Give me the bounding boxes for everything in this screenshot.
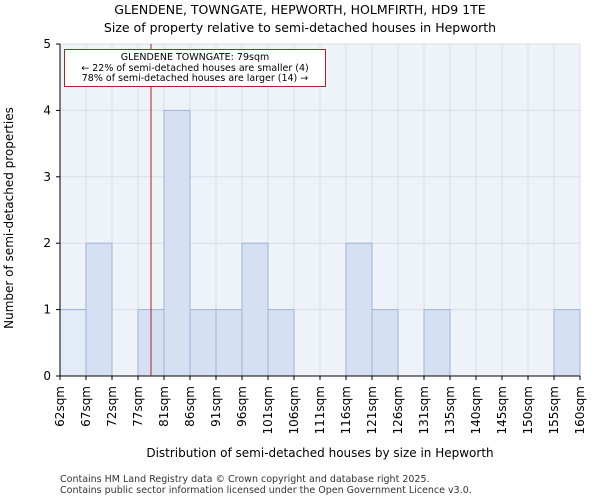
footer-licence: Contains public sector information licen… [60,485,472,496]
x-tick-label-121sqm: 121sqm [365,386,379,434]
bar-121sqm [371,309,399,377]
bar-86sqm [189,309,217,377]
y-tick-label-0: 0 [43,369,51,383]
x-tick-label-140sqm: 140sqm [469,386,483,434]
x-tick-label-116sqm: 116sqm [339,386,353,434]
y-tick-label-1: 1 [43,303,51,317]
annotation-box: GLENDENE TOWNGATE: 79sqm ← 22% of semi-d… [64,49,326,87]
axes [56,43,581,380]
x-tick-label-131sqm: 131sqm [417,386,431,434]
footer-copyright: Contains HM Land Registry data © Crown c… [60,474,430,485]
annotation-line-1: GLENDENE TOWNGATE: 79sqm [120,52,270,63]
x-tick-label-106sqm: 106sqm [287,386,301,434]
x-tick-label-86sqm: 86sqm [183,386,197,427]
y-tick-label-5: 5 [43,37,51,51]
y-axis-label: Number of semi-detached properties [2,107,16,329]
bar-81sqm [163,109,191,377]
annotation-line-3: 78% of semi-detached houses are larger (… [81,73,309,84]
x-tick-label-160sqm: 160sqm [573,386,587,434]
bars [59,109,581,377]
bar-155sqm [553,309,581,377]
bar-116sqm [345,242,373,377]
x-tick-labels: 62sqm 67sqm 72sqm 77sqm 81sqm 86sqm 91sqm 96sqm… [53,386,587,434]
x-tick-label-72sqm: 72sqm [105,386,119,427]
x-tick-label-145sqm: 145sqm [495,386,509,434]
x-tick-label-81sqm: 81sqm [157,386,171,427]
chart-title: GLENDENE, TOWNGATE, HEPWORTH, HOLMFIRTH,… [114,2,486,17]
x-tick-label-101sqm: 101sqm [261,386,275,434]
x-tick-label-67sqm: 67sqm [79,386,93,427]
x-tick-label-62sqm: 62sqm [53,386,67,427]
annotation-line-2: ← 22% of semi-detached houses are smalle… [81,62,309,74]
bar-131sqm [423,309,451,377]
x-tick-label-96sqm: 96sqm [235,386,249,427]
x-tick-label-150sqm: 150sqm [521,386,535,434]
x-tick-label-91sqm: 91sqm [209,386,223,427]
x-tick-label-77sqm: 77sqm [131,386,145,427]
bar-62sqm [59,309,87,377]
y-tick-label-2: 2 [43,236,51,250]
x-tick-label-111sqm: 111sqm [313,386,327,434]
x-tick-label-155sqm: 155sqm [547,386,561,434]
x-tick-label-135sqm: 135sqm [443,386,457,434]
bar-91sqm [215,309,243,377]
y-tick-label-3: 3 [43,170,51,184]
bar-67sqm [85,242,113,377]
y-tick-label-4: 4 [43,103,51,117]
y-tick-labels: 0 1 2 3 4 5 [43,37,51,383]
x-tick-label-126sqm: 126sqm [391,386,405,434]
chart-subtitle: Size of property relative to semi-detach… [103,20,497,35]
x-axis-label: Distribution of semi-detached houses by … [146,446,493,460]
bar-96sqm [241,242,269,377]
bar-101sqm [267,309,295,377]
